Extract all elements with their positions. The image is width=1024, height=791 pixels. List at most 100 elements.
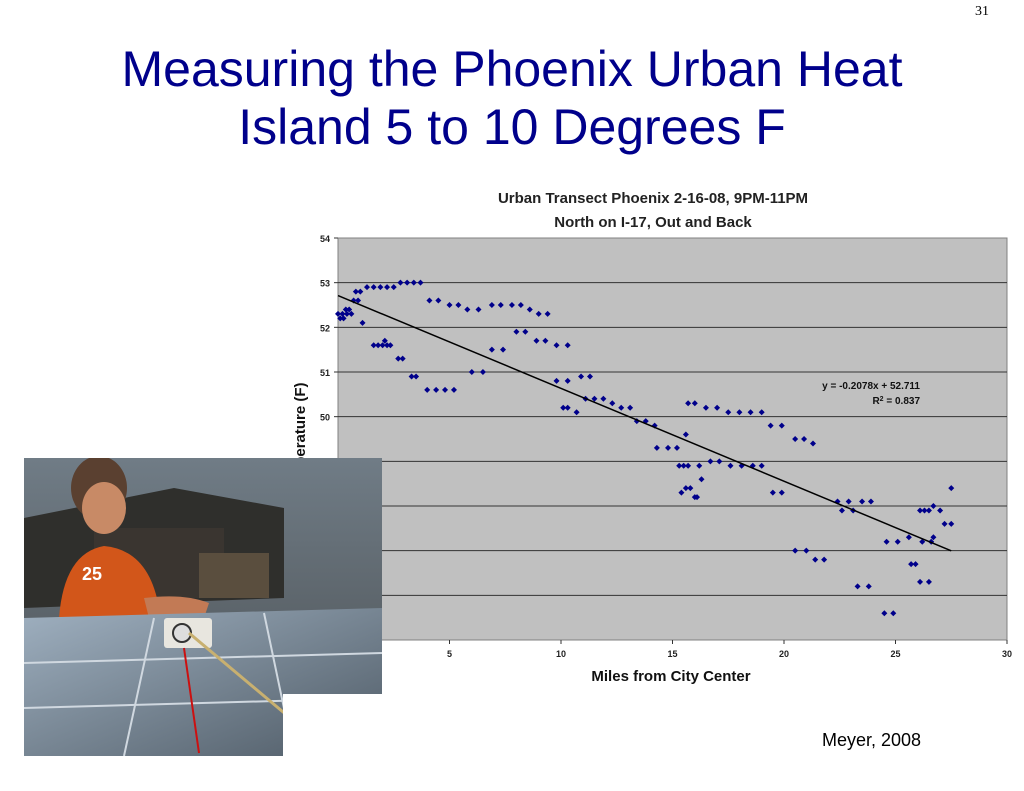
data-point: [553, 377, 560, 384]
gridlines: [338, 282, 1007, 596]
data-point: [801, 436, 808, 442]
data-point: [716, 458, 723, 465]
data-point: [600, 395, 607, 402]
data-point: [930, 503, 937, 509]
data-point: [821, 556, 828, 563]
y-tick-label: 53: [320, 279, 330, 289]
data-point: [417, 279, 424, 286]
data-point: [348, 310, 355, 317]
data-point: [838, 507, 845, 514]
data-point: [399, 355, 406, 362]
data-point: [508, 302, 515, 308]
data-point: [404, 279, 411, 286]
data-point: [370, 342, 377, 349]
data-point: [357, 288, 364, 295]
data-point: [883, 538, 890, 545]
data-point: [384, 342, 391, 349]
data-point: [346, 306, 353, 313]
data-point: [433, 386, 440, 393]
data-point: [727, 462, 734, 469]
data-point: [381, 337, 388, 344]
data-point: [921, 507, 928, 514]
data-point: [865, 583, 872, 590]
data-point: [687, 485, 694, 492]
data-point: [586, 373, 593, 380]
data-point: [792, 547, 799, 554]
data-point: [500, 346, 507, 353]
data-point: [707, 458, 714, 465]
data-point: [698, 476, 705, 483]
data-point: [682, 431, 689, 438]
data-point: [395, 355, 402, 362]
r-squared-value: = 0.837: [884, 396, 921, 407]
data-point: [335, 310, 341, 317]
data-point: [342, 306, 349, 313]
data-point: [609, 400, 616, 407]
data-point: [340, 315, 347, 322]
data-point: [673, 444, 680, 451]
data-point: [881, 610, 888, 617]
y-tick-label: 52: [320, 323, 330, 333]
data-point: [905, 534, 912, 541]
data-point: [564, 404, 571, 411]
data-point: [803, 547, 810, 554]
data-point: [845, 498, 852, 505]
data-point: [890, 610, 897, 617]
data-point: [696, 462, 703, 469]
data-point: [769, 489, 776, 496]
trend-line: [337, 294, 952, 552]
data-point: [424, 386, 431, 393]
data-point: [426, 297, 433, 304]
data-point: [736, 409, 743, 416]
chart-subtitle: North on I-17, Out and Back: [554, 214, 752, 231]
data-point: [653, 444, 660, 451]
data-point: [627, 404, 634, 411]
data-point: [442, 386, 449, 393]
data-point: [479, 369, 486, 375]
data-point: [591, 395, 598, 402]
data-point: [387, 342, 394, 349]
data-point: [665, 444, 672, 451]
data-point: [408, 373, 415, 380]
data-point: [573, 409, 580, 416]
data-point: [714, 404, 721, 411]
data-point: [678, 489, 685, 496]
y-tick-label: 54: [320, 234, 330, 244]
r-squared-exponent: 2: [880, 396, 884, 403]
x-tick-label: 15: [667, 649, 677, 659]
data-point: [397, 279, 404, 286]
data-point: [560, 404, 567, 411]
data-point: [917, 507, 924, 514]
data-point: [919, 538, 926, 545]
data-point: [702, 404, 709, 411]
data-point: [685, 462, 692, 469]
data-point: [355, 297, 362, 304]
data-point: [535, 310, 542, 317]
data-point: [925, 578, 932, 585]
data-point: [384, 284, 391, 291]
data-point: [941, 520, 948, 527]
data-point: [352, 288, 359, 295]
x-tick-label: 5: [447, 649, 452, 659]
data-point: [542, 337, 549, 344]
data-point: [676, 462, 683, 469]
data-point: [854, 583, 861, 590]
data-point: [413, 373, 420, 380]
data-point: [435, 297, 442, 304]
data-point: [948, 485, 955, 492]
data-point: [337, 315, 344, 322]
data-point: [930, 534, 937, 541]
trend-equation: y = -0.2078x + 52.711: [822, 381, 920, 392]
data-point: [937, 507, 944, 514]
data-point: [464, 306, 471, 313]
data-point: [725, 409, 732, 416]
y-tick-label: 51: [320, 368, 330, 378]
trend-r-squared: R2 = 0.837: [872, 396, 920, 408]
data-point: [578, 373, 585, 380]
chart-title: Urban Transect Phoenix 2-16-08, 9PM-11PM: [498, 190, 808, 207]
data-point: [488, 302, 495, 308]
data-point: [377, 284, 384, 291]
student-photo: 25: [24, 458, 382, 756]
data-point: [359, 319, 366, 326]
data-point: [812, 556, 819, 563]
